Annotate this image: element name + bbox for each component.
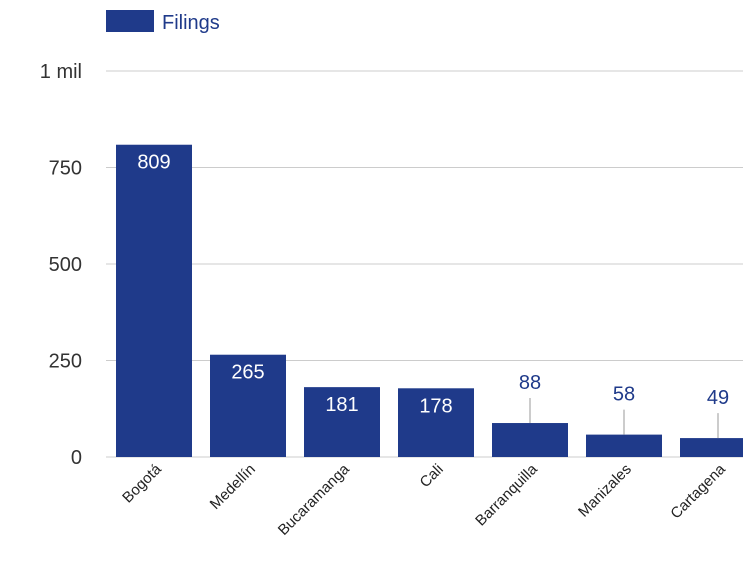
data-label: 49: [707, 387, 729, 409]
y-tick-label: 1 mil: [40, 61, 82, 83]
bar: [680, 438, 743, 457]
data-label: 178: [419, 395, 452, 417]
y-tick-label: 250: [49, 351, 82, 373]
legend: Filings: [106, 10, 220, 34]
x-tick-label: Barranquilla: [472, 460, 541, 529]
x-tick-label: Cartagena: [667, 460, 729, 522]
y-tick-label: 0: [71, 447, 82, 469]
x-axis-labels: Bogotá Medellín Bucaramanga Cali Barranquill…: [119, 460, 729, 539]
bar: [116, 144, 192, 457]
x-tick-label: Cali: [417, 461, 447, 491]
data-labels: 809 265 181 178 88 58 49: [137, 152, 729, 439]
data-label: 809: [137, 152, 170, 174]
bar: [492, 423, 568, 457]
bar: [210, 354, 286, 457]
x-tick-label: Bogotá: [119, 460, 165, 506]
y-tick-label: 500: [49, 254, 82, 276]
y-axis-ticks: 0 250 500 750 1 mil: [40, 61, 82, 469]
bars: [116, 144, 743, 457]
bar: [304, 387, 380, 457]
legend-swatch: [106, 10, 154, 32]
bar: [398, 388, 474, 457]
legend-label: Filings: [162, 12, 220, 34]
bar: [586, 434, 662, 457]
data-label: 181: [325, 394, 358, 416]
data-label: 58: [613, 384, 635, 406]
data-label: 265: [231, 362, 264, 384]
data-label: 88: [519, 372, 541, 394]
x-tick-label: Medellín: [207, 461, 259, 513]
x-tick-label: Bucaramanga: [275, 460, 354, 539]
y-tick-label: 750: [49, 158, 82, 180]
x-tick-label: Manizales: [575, 461, 635, 521]
